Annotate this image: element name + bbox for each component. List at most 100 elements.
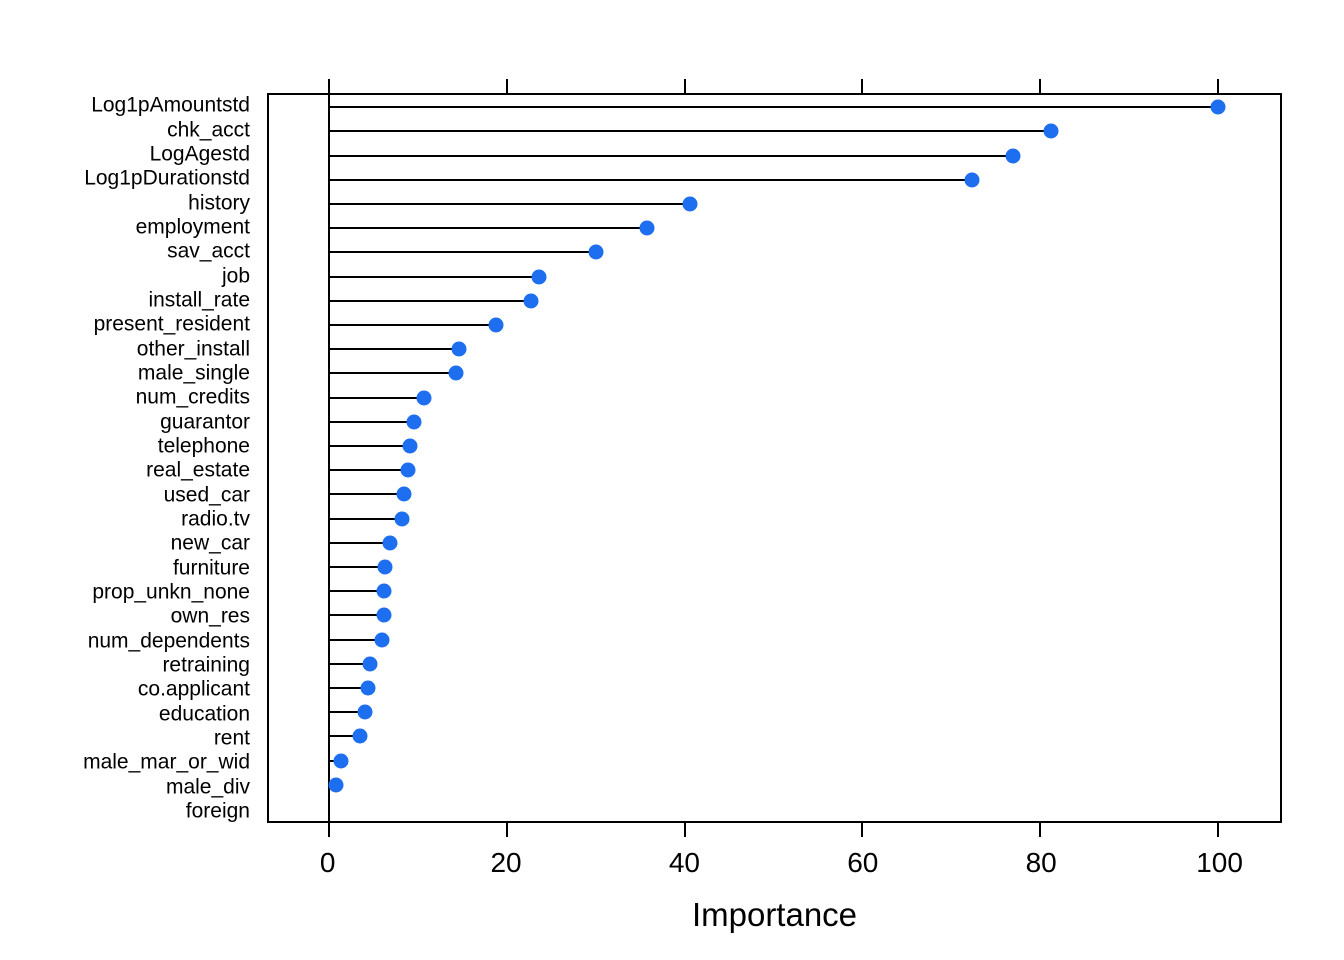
y-axis-label: male_div (165, 775, 250, 798)
x-axis-tick-bottom (683, 823, 686, 837)
y-axis-label: retraining (162, 653, 250, 677)
stem-line (329, 711, 365, 714)
x-tick-label: 60 (847, 847, 879, 878)
stem-line (329, 275, 540, 278)
x-tick-label: 40 (668, 847, 700, 878)
stem-line (329, 686, 368, 689)
y-axis-label: real_estate (146, 458, 250, 482)
x-tick-label: 100 (1196, 847, 1243, 878)
stem-line (329, 541, 390, 544)
y-axis-label: Log1pAmountstd (91, 93, 250, 117)
x-tick-label: 80 (1025, 847, 1057, 878)
y-axis-label: sav_acct (167, 239, 250, 263)
data-point-dot (531, 269, 547, 284)
x-tick-label: 20 (490, 847, 522, 878)
stem-line (329, 590, 385, 593)
data-point-dot (352, 728, 368, 744)
data-point-dot (382, 535, 398, 551)
data-point-dot (328, 777, 344, 793)
y-axis-label: employment (135, 215, 250, 239)
stem-line (329, 614, 384, 617)
y-axis-label: telephone (157, 434, 250, 458)
y-axis-label: install_rate (148, 288, 250, 312)
x-axis-tick-labels: 0 20 40 60 80 100 (267, 849, 1282, 883)
data-point-dot (402, 438, 418, 454)
data-point-dot (416, 390, 432, 405)
data-point-dot (1005, 148, 1021, 163)
y-axis-label: foreign (185, 799, 250, 823)
y-axis-label: other_install (136, 337, 250, 360)
stem-line (329, 372, 456, 375)
x-axis-tick-bottom (1039, 823, 1042, 837)
y-axis-label: Log1pDurationstd (84, 166, 250, 190)
x-axis-tick-top (861, 79, 864, 93)
y-axis-label: male_mar_or_wid (83, 750, 250, 774)
data-point-dot (360, 680, 376, 696)
x-axis-title: Importance (691, 896, 858, 933)
data-point-dot (639, 220, 655, 236)
y-axis-label: prop_unkn_none (92, 580, 250, 604)
y-axis-label: num_dependents (87, 629, 250, 652)
x-axis-tick-bottom (861, 823, 864, 837)
y-axis-label: guarantor (160, 410, 250, 433)
data-point-dot (523, 293, 539, 309)
x-axis-tick-top (1216, 79, 1219, 93)
data-point-dot (362, 656, 378, 672)
stem-line (329, 251, 596, 254)
data-point-dot (396, 486, 412, 502)
y-axis-labels: Log1pAmountstd chk_acct LogAgestd Log1pDura… (0, 93, 250, 823)
y-axis-label: furniture (172, 556, 250, 579)
data-point-dot (1043, 123, 1059, 139)
x-tick-label: 0 (319, 847, 336, 878)
stem-line (329, 227, 647, 230)
data-point-dot (376, 583, 392, 599)
stem-line (329, 202, 691, 205)
stem-line (329, 638, 382, 641)
y-axis-label: used_car (163, 483, 250, 506)
y-axis-label: chk_acct (167, 118, 250, 141)
stem-line (329, 444, 411, 447)
stem-line (329, 154, 1014, 157)
y-axis-label: present_resident (93, 312, 250, 336)
data-point-dot (448, 365, 464, 381)
data-point-dot (406, 414, 422, 430)
data-point-dot (964, 172, 980, 188)
y-axis-label: LogAgestd (149, 142, 250, 166)
data-point-dot (377, 559, 393, 575)
data-point-dot (400, 462, 416, 478)
y-axis-label: history (188, 191, 250, 214)
y-axis-label: job (221, 264, 250, 287)
y-axis-label: new_car (170, 531, 250, 555)
x-axis-tick-top (506, 79, 509, 93)
data-point-dot (588, 244, 604, 260)
x-axis-tick-bottom (328, 823, 331, 837)
x-axis-tick-bottom (506, 823, 509, 837)
data-point-dot (488, 317, 504, 333)
data-point-dot (357, 704, 373, 720)
x-axis-tick-top (683, 79, 686, 93)
x-axis-title-wrap: Importance (267, 898, 1282, 931)
stem-line (329, 396, 424, 399)
y-axis-label: radio.tv (181, 507, 250, 531)
stem-line (329, 130, 1051, 133)
x-axis-tick-top (328, 79, 331, 93)
data-point-dot (376, 607, 392, 623)
stem-line (329, 420, 414, 423)
y-axis-label: own_res (170, 604, 250, 628)
x-axis-tick-top (1039, 79, 1042, 93)
y-axis-label: male_single (137, 361, 250, 385)
y-axis-label: rent (213, 726, 250, 750)
data-point-dot (394, 511, 410, 526)
stem-line (329, 565, 386, 568)
data-point-dot (451, 341, 467, 357)
stem-line (329, 299, 532, 302)
data-point-dot (374, 632, 390, 647)
stem-line (329, 493, 405, 496)
stem-line (329, 662, 371, 665)
stem-line (329, 517, 403, 520)
y-axis-label: co.applicant (137, 677, 250, 701)
data-point-dot (682, 196, 698, 212)
stem-line (329, 348, 460, 351)
plot-area (267, 79, 1282, 837)
stem-line (329, 106, 1218, 109)
